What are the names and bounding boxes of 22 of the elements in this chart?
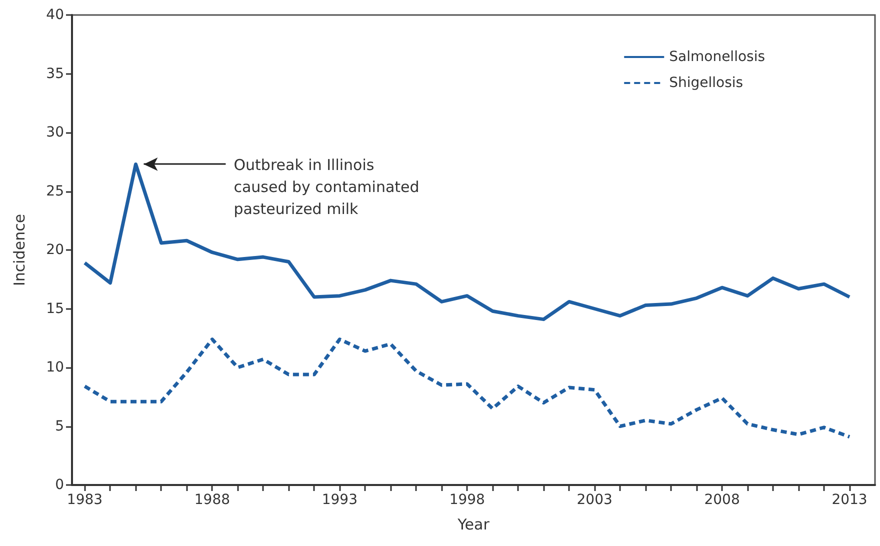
x-tick-label: 1993 bbox=[322, 492, 358, 508]
x-tick-label: 2003 bbox=[576, 492, 612, 508]
y-tick-label: 20 bbox=[46, 242, 64, 258]
legend-label: Salmonellosis bbox=[669, 49, 766, 65]
y-tick-label: 10 bbox=[46, 360, 64, 376]
x-tick-label: 1988 bbox=[194, 492, 230, 508]
y-tick-label: 0 bbox=[55, 477, 64, 493]
y-tick-label: 15 bbox=[46, 300, 64, 317]
x-tick-label: 2008 bbox=[704, 492, 740, 508]
y-tick-label: 5 bbox=[55, 418, 64, 434]
y-tick-label: 40 bbox=[46, 7, 64, 23]
x-tick-label: 2013 bbox=[832, 492, 868, 508]
annotation: Outbreak in Illinois caused by contaminated pasteurized milk bbox=[234, 156, 420, 218]
x-tick-label: 1998 bbox=[449, 492, 485, 508]
line-series bbox=[82, 338, 852, 439]
y-tick-label: 30 bbox=[46, 124, 64, 140]
x-tick-label: 1983 bbox=[66, 492, 103, 508]
y-tick-label: 25 bbox=[46, 183, 64, 200]
x-axis-title: Year bbox=[456, 516, 490, 534]
y-axis-title: Incidence bbox=[10, 214, 28, 286]
legend-label: Shigellosis bbox=[669, 75, 744, 91]
y-tick-label: 35 bbox=[46, 66, 64, 82]
